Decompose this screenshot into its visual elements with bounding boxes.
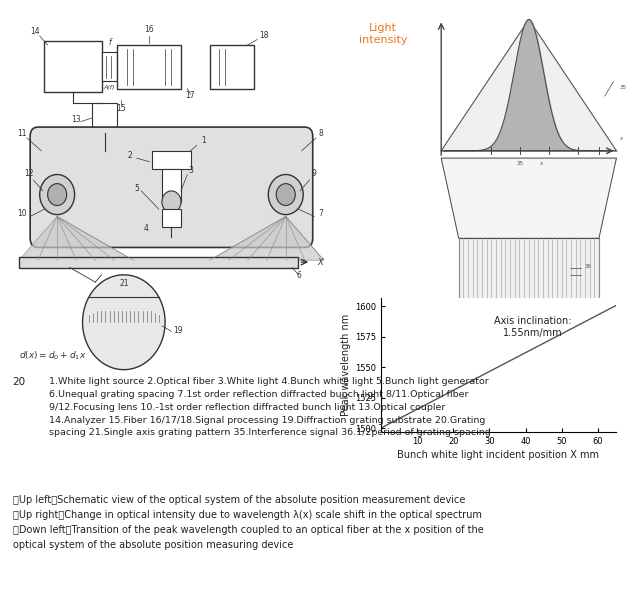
Polygon shape xyxy=(19,216,133,260)
Bar xyxy=(44,41,102,92)
Text: 36: 36 xyxy=(584,263,591,269)
Text: 14: 14 xyxy=(30,27,40,36)
X-axis label: Bunch white light incident position X mm: Bunch white light incident position X mm xyxy=(398,450,599,460)
Bar xyxy=(210,45,254,89)
Text: 4: 4 xyxy=(144,224,149,233)
Text: 20: 20 xyxy=(13,377,25,387)
Polygon shape xyxy=(210,216,324,260)
Text: 1.White light source 2.Optical fiber 3.White light 4.Bunch white light 5.Bunch l: 1.White light source 2.Optical fiber 3.W… xyxy=(37,377,491,437)
Text: 2: 2 xyxy=(128,151,133,160)
Text: 1: 1 xyxy=(201,136,206,145)
Bar xyxy=(117,45,181,89)
Text: 【Up left】Schematic view of the optical system of the absolute position measureme: 【Up left】Schematic view of the optical s… xyxy=(13,495,483,550)
Text: x: x xyxy=(539,161,542,167)
Polygon shape xyxy=(441,19,617,151)
Text: f: f xyxy=(108,38,111,47)
Polygon shape xyxy=(441,158,617,238)
FancyBboxPatch shape xyxy=(30,127,312,247)
Bar xyxy=(102,52,117,81)
Circle shape xyxy=(276,184,295,206)
Bar xyxy=(162,209,181,227)
Circle shape xyxy=(162,191,181,213)
Bar xyxy=(92,103,117,133)
Text: 8: 8 xyxy=(318,129,323,138)
Text: 5: 5 xyxy=(134,184,139,193)
Text: 3: 3 xyxy=(188,165,193,174)
Text: x: x xyxy=(619,136,623,141)
Text: Axis inclination:
1.55nm/mm: Axis inclination: 1.55nm/mm xyxy=(494,316,572,338)
Circle shape xyxy=(48,184,67,206)
Y-axis label: Peak wavelength nm: Peak wavelength nm xyxy=(341,314,351,416)
Text: 10: 10 xyxy=(17,209,27,218)
Text: 18: 18 xyxy=(259,30,268,40)
Text: 35: 35 xyxy=(516,161,524,167)
Text: 7: 7 xyxy=(318,209,323,218)
Text: 11: 11 xyxy=(18,129,27,138)
Text: 6: 6 xyxy=(296,271,301,280)
Bar xyxy=(458,238,599,322)
Text: 9: 9 xyxy=(312,169,317,178)
Bar xyxy=(19,257,298,268)
Text: X: X xyxy=(318,258,323,266)
Text: 19: 19 xyxy=(173,326,183,335)
Text: 15: 15 xyxy=(116,103,126,112)
Circle shape xyxy=(269,174,304,215)
Text: Light
intensity: Light intensity xyxy=(359,23,407,45)
Circle shape xyxy=(83,275,165,370)
Circle shape xyxy=(39,174,75,215)
Bar xyxy=(152,151,190,169)
Text: 13: 13 xyxy=(71,114,81,123)
Bar xyxy=(162,169,181,202)
Text: $d(x)=d_0+d_1x$: $d(x)=d_0+d_1x$ xyxy=(19,350,86,362)
Text: 35: 35 xyxy=(619,85,626,90)
Text: 21: 21 xyxy=(119,278,128,288)
Text: 17: 17 xyxy=(185,91,196,100)
Text: A(f): A(f) xyxy=(104,85,116,90)
Text: 12: 12 xyxy=(24,169,33,178)
Text: 16: 16 xyxy=(144,25,154,34)
